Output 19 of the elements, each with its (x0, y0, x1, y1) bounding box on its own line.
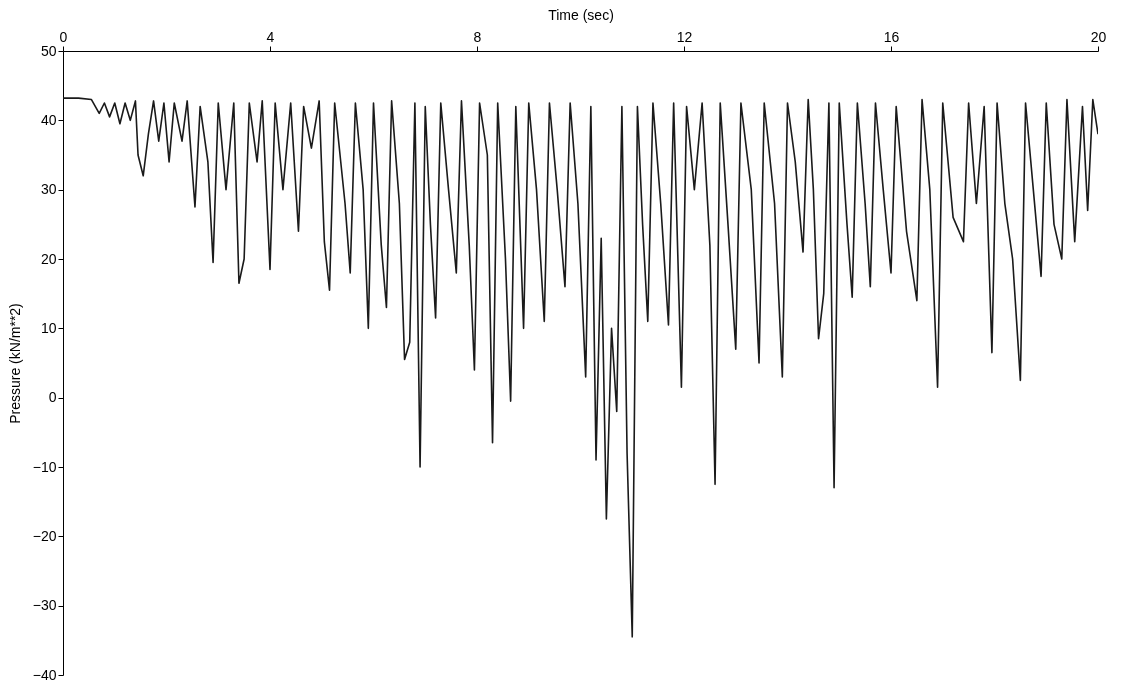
y-tick-label: 20 (40, 250, 57, 267)
y-tick-label: −40 (32, 666, 57, 683)
y-tick-label: 30 (40, 181, 57, 198)
y-tick-label: 50 (40, 42, 57, 59)
y-tick-label: 40 (40, 111, 57, 128)
x-tick-label: 0 (59, 28, 68, 45)
x-tick-label: 12 (676, 28, 693, 45)
x-tick-label: 4 (266, 28, 275, 45)
y-tick-label: −30 (32, 597, 57, 614)
y-tick-label: 10 (40, 319, 57, 336)
x-tick-label: 20 (1090, 28, 1107, 45)
y-axis-title: Pressure (kN/m**2) (6, 303, 23, 424)
line-series (63, 97, 1098, 638)
x-tick-label: 16 (883, 28, 900, 45)
y-tick-label: −10 (32, 458, 57, 475)
x-axis-title: Time (sec) (548, 6, 614, 23)
y-tick-label: −20 (32, 527, 57, 544)
x-tick-label: 8 (473, 28, 482, 45)
y-tick-label: 0 (48, 389, 57, 406)
